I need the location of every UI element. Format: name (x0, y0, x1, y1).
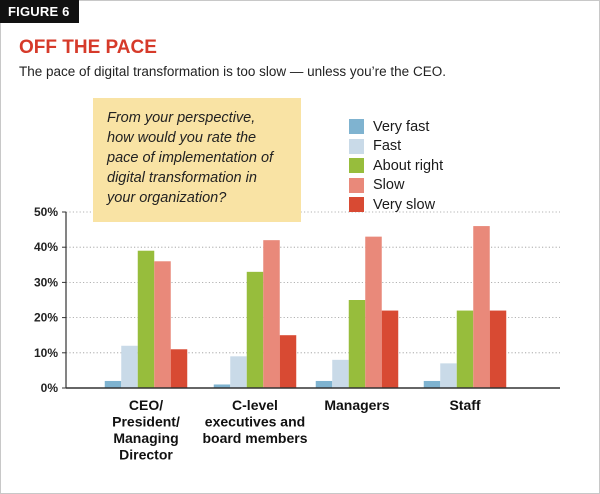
x-category-label: Staff (449, 397, 480, 413)
legend-swatch-slow (349, 177, 364, 193)
bar-fast (121, 345, 138, 388)
x-category-label: executives and (205, 414, 305, 430)
bar-fast (230, 356, 247, 388)
legend-item-very-slow: Very slow (349, 195, 443, 215)
bar-fast (332, 359, 349, 388)
legend-swatch-very-fast (349, 119, 364, 135)
x-category-label: CEO/ (129, 397, 163, 413)
x-category-label: President/ (112, 414, 180, 430)
legend-item-very-fast: Very fast (349, 117, 443, 137)
bar-slow (365, 236, 382, 388)
legend-label-slow: Slow (373, 177, 405, 194)
bar-very-slow (489, 310, 507, 388)
legend-label-very-fast: Very fast (373, 118, 430, 135)
legend-label-fast: Fast (373, 138, 402, 155)
legend-item-fast: Fast (349, 137, 443, 157)
y-tick-label: 40% (34, 240, 58, 254)
legend-label-very-slow: Very slow (373, 196, 436, 213)
legend-item-about-right: About right (349, 156, 443, 176)
bar-about-right (137, 250, 155, 388)
bar-very-fast (423, 380, 441, 388)
bar-fast (440, 363, 457, 388)
bar-very-fast (213, 384, 231, 388)
bar-very-slow (279, 335, 297, 388)
bar-slow (154, 261, 171, 388)
survey-question: From your perspective, how would you rat… (93, 98, 301, 222)
bar-very-fast (315, 380, 333, 388)
y-tick-label: 30% (34, 275, 58, 289)
legend-swatch-fast (349, 138, 364, 154)
x-category-label: C-level (232, 397, 278, 413)
bar-very-slow (381, 310, 399, 388)
x-category-label: Director (119, 447, 173, 463)
bar-slow (473, 226, 490, 388)
legend-label-about-right: About right (373, 157, 444, 174)
figure-label: FIGURE 6 (0, 0, 79, 23)
x-category-label: Managers (324, 397, 390, 413)
legend: Very fast Fast About right Slow Very slo… (349, 117, 443, 215)
bar-about-right (246, 271, 264, 388)
x-category-label: board members (202, 430, 307, 446)
bar-very-slow (170, 349, 188, 388)
legend-item-slow: Slow (349, 176, 443, 196)
y-tick-label: 50% (34, 205, 58, 219)
bar-about-right (456, 310, 474, 388)
legend-swatch-very-slow (349, 197, 364, 213)
chart-subtitle: The pace of digital transformation is to… (19, 64, 446, 79)
chart-title: OFF THE PACE (19, 37, 157, 58)
y-tick-label: 20% (34, 311, 58, 325)
x-category-label: Managing (113, 430, 178, 446)
bar-very-fast (104, 380, 122, 388)
y-tick-label: 10% (34, 346, 58, 360)
bar-slow (263, 240, 280, 388)
y-tick-label: 0% (41, 381, 59, 395)
bar-about-right (348, 300, 366, 388)
legend-swatch-about-right (349, 158, 364, 174)
